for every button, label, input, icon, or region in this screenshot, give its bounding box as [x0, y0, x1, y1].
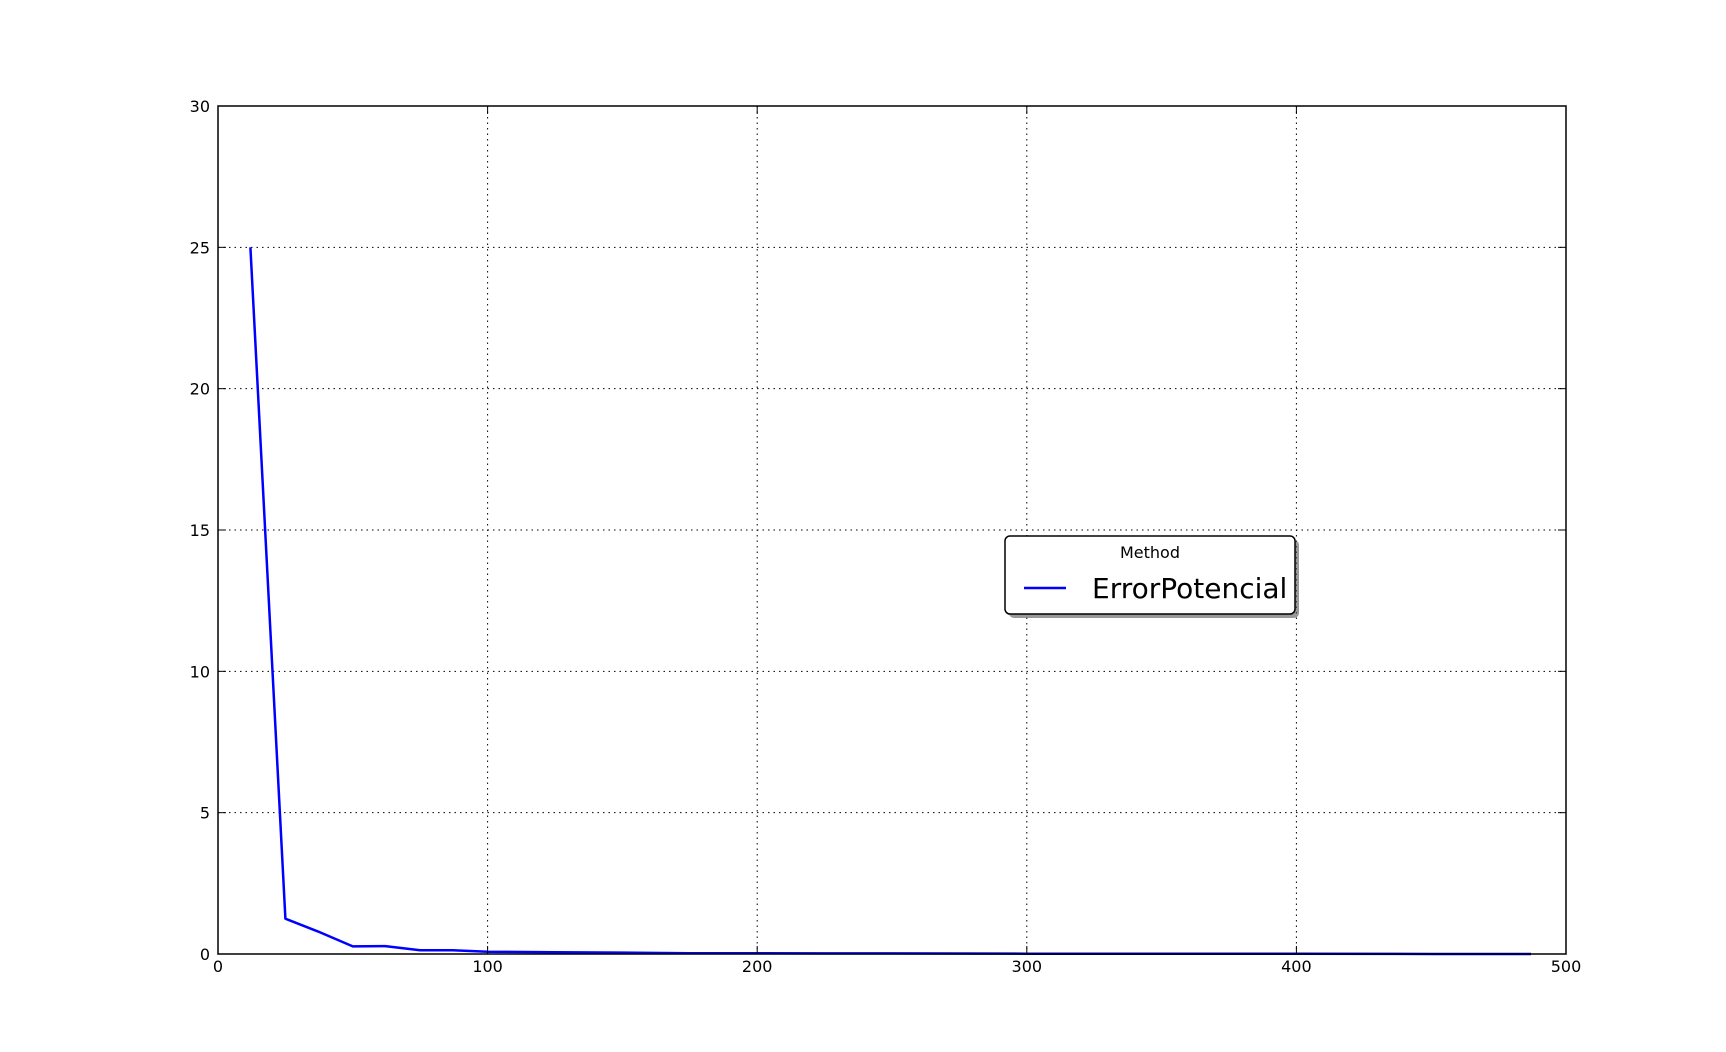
y-tick-label: 0	[200, 945, 210, 964]
x-tick-label: 300	[1012, 957, 1043, 976]
x-tick-label: 400	[1281, 957, 1312, 976]
legend: Method ErrorPotencial	[1004, 535, 1299, 618]
plot-area	[218, 106, 1566, 954]
ticks: 0 100 200 300 400 500 0 5 10 15 20 25 30	[190, 97, 1582, 976]
x-tick-label: 0	[213, 957, 223, 976]
x-tick-label: 100	[472, 957, 503, 976]
x-tick-label: 500	[1551, 957, 1582, 976]
legend-label-errorpotencial: ErrorPotencial	[1092, 572, 1287, 605]
y-tick-label: 25	[190, 238, 210, 257]
legend-title: Method	[1120, 543, 1180, 562]
grid	[218, 106, 1566, 954]
y-tick-label: 30	[190, 97, 210, 116]
x-tick-label: 200	[742, 957, 773, 976]
y-tick-label: 5	[200, 804, 210, 823]
legend-box	[1004, 535, 1296, 615]
y-tick-label: 20	[190, 380, 210, 399]
y-tick-label: 10	[190, 662, 210, 681]
y-tick-label: 15	[190, 521, 210, 540]
